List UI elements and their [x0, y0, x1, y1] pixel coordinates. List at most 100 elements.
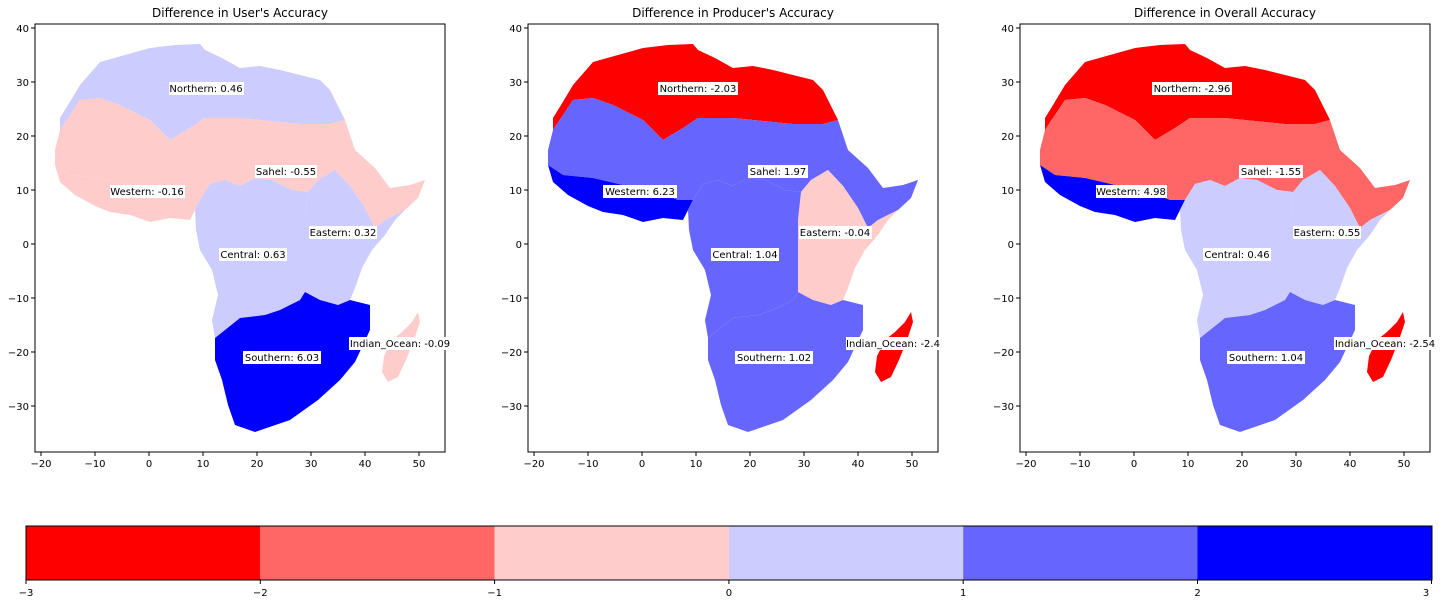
x-tick-label: −20	[30, 459, 51, 470]
colorbar-bin	[494, 526, 729, 580]
y-tick-label: 10	[509, 186, 522, 197]
map-panel-overall-accuracy: Difference in Overall Accuracy −20	[993, 6, 1437, 470]
x-tick-label: 40	[852, 459, 865, 470]
colorbar-bin	[728, 526, 964, 580]
x-axis: −20 −10 0 10 20 30 40 50	[1015, 452, 1410, 470]
svg-text:Western: 4.98: Western: 4.98	[1096, 187, 1166, 198]
region-label-central: Central: 1.04	[711, 248, 779, 261]
region-label-central: Central: 0.46	[1203, 248, 1271, 261]
colorbar: −3 −2 −1 0 1 2 3	[19, 525, 1433, 599]
y-tick-label: 40	[16, 24, 29, 35]
x-tick-label: −10	[1069, 459, 1090, 470]
colorbar-tick-label: −2	[253, 588, 268, 599]
region-sahel	[1040, 98, 1410, 228]
svg-text:Central: 1.04: Central: 1.04	[712, 250, 777, 261]
y-tick-label: 30	[16, 78, 29, 89]
region-label-indian-ocean: Indian_Ocean: -0.09	[349, 337, 451, 350]
x-tick-label: −10	[577, 459, 598, 470]
region-label-northern: Northern: 0.46	[169, 82, 244, 95]
svg-text:Northern: -2.03: Northern: -2.03	[660, 84, 737, 95]
y-tick-label: −30	[993, 402, 1014, 413]
region-label-sahel: Sahel: -0.55	[255, 165, 317, 178]
svg-text:Sahel: -0.55: Sahel: -0.55	[256, 167, 316, 178]
svg-text:Indian_Ocean: -2.54: Indian_Ocean: -2.54	[1335, 339, 1435, 350]
x-tick-label: −10	[84, 459, 105, 470]
region-label-southern: Southern: 1.02	[735, 351, 813, 364]
colorbar-tick-label: −3	[19, 588, 34, 599]
map-title: Difference in Overall Accuracy	[1134, 6, 1316, 20]
region-label-western: Western: 4.98	[1096, 185, 1167, 198]
svg-text:Western: 6.23: Western: 6.23	[605, 187, 675, 198]
colorbar-bin	[963, 526, 1198, 580]
x-tick-label: −20	[523, 459, 544, 470]
y-tick-label: −10	[501, 294, 522, 305]
y-tick-label: −30	[8, 402, 29, 413]
x-tick-label: 50	[906, 459, 919, 470]
region-label-southern: Southern: 1.04	[1227, 351, 1305, 364]
x-tick-label: −20	[1015, 459, 1036, 470]
x-tick-label: 10	[197, 459, 210, 470]
colorbar-bin	[1197, 526, 1432, 580]
region-label-sahel: Sahel: 1.97	[748, 165, 808, 178]
map-title: Difference in User's Accuracy	[152, 6, 328, 20]
svg-text:Eastern: -0.04: Eastern: -0.04	[800, 228, 870, 239]
y-tick-label: 0	[23, 240, 29, 251]
y-tick-label: −10	[8, 294, 29, 305]
svg-text:Southern: 1.02: Southern: 1.02	[737, 353, 811, 364]
svg-text:Northern: -2.96: Northern: -2.96	[1154, 84, 1231, 95]
colorbar-tick-label: 2	[1194, 588, 1200, 599]
x-tick-label: 30	[305, 459, 318, 470]
x-tick-label: 40	[359, 459, 372, 470]
colorbar-tick-label: −1	[487, 588, 502, 599]
svg-text:Northern: 0.46: Northern: 0.46	[169, 84, 242, 95]
colorbar-tick-label: 3	[1423, 588, 1429, 599]
y-tick-label: 0	[516, 240, 522, 251]
x-tick-label: 30	[798, 459, 811, 470]
y-tick-label: −10	[993, 294, 1014, 305]
y-tick-label: 30	[509, 78, 522, 89]
axes-frame	[527, 23, 939, 453]
region-labels: Northern: 0.46 Sahel: -0.55 Western: -0.…	[110, 82, 451, 364]
x-tick-label: 10	[690, 459, 703, 470]
y-tick-label: 10	[1001, 186, 1014, 197]
x-tick-label: 50	[1398, 459, 1411, 470]
region-label-southern: Southern: 6.03	[243, 351, 321, 364]
svg-text:Southern: 6.03: Southern: 6.03	[245, 353, 319, 364]
y-axis: 40 30 20 10 0 −10 −20 −30	[501, 24, 528, 413]
region-label-indian-ocean: Indian_Ocean: -2.4	[846, 337, 941, 350]
x-tick-label: 20	[251, 459, 264, 470]
colorbar-ticks: −3 −2 −1 0 1 2 3	[19, 580, 1432, 599]
x-tick-label: 10	[1182, 459, 1195, 470]
svg-text:Sahel: -1.55: Sahel: -1.55	[1241, 167, 1301, 178]
svg-text:Indian_Ocean: -0.09: Indian_Ocean: -0.09	[350, 339, 450, 350]
x-tick-label: 20	[1236, 459, 1249, 470]
svg-text:Sahel: 1.97: Sahel: 1.97	[750, 167, 807, 178]
region-label-northern: Northern: -2.03	[658, 82, 738, 95]
region-sahel	[55, 98, 425, 228]
region-label-sahel: Sahel: -1.55	[1239, 165, 1303, 178]
y-tick-label: 0	[1008, 240, 1014, 251]
y-tick-label: −30	[501, 402, 522, 413]
map-panel-producers-accuracy: Difference in Producer's Accuracy −20	[501, 6, 941, 470]
y-tick-label: −20	[8, 348, 29, 359]
y-tick-label: 40	[1001, 24, 1014, 35]
svg-text:Southern: 1.04: Southern: 1.04	[1229, 353, 1303, 364]
colorbar-tick-label: 0	[726, 588, 732, 599]
region-label-eastern: Eastern: 0.32	[309, 226, 377, 239]
region-label-western: Western: 6.23	[603, 185, 677, 198]
y-tick-label: 20	[1001, 132, 1014, 143]
region-label-indian-ocean: Indian_Ocean: -2.54	[1334, 337, 1437, 350]
y-axis: 40 30 20 10 0 −10 −20 −30	[993, 24, 1020, 413]
axes-frame	[34, 23, 446, 453]
colorbar-tick-label: 1	[960, 588, 966, 599]
x-tick-label: 0	[146, 459, 152, 470]
y-tick-label: −20	[993, 348, 1014, 359]
y-axis: 40 30 20 10 0 −10 −20 −30	[8, 24, 35, 413]
x-tick-label: 20	[744, 459, 757, 470]
y-tick-label: 40	[509, 24, 522, 35]
svg-text:Eastern: 0.55: Eastern: 0.55	[1294, 228, 1361, 239]
region-labels: Northern: -2.03 Sahel: 1.97 Western: 6.2…	[603, 82, 941, 364]
y-tick-label: 10	[16, 186, 29, 197]
x-tick-label: 50	[413, 459, 426, 470]
